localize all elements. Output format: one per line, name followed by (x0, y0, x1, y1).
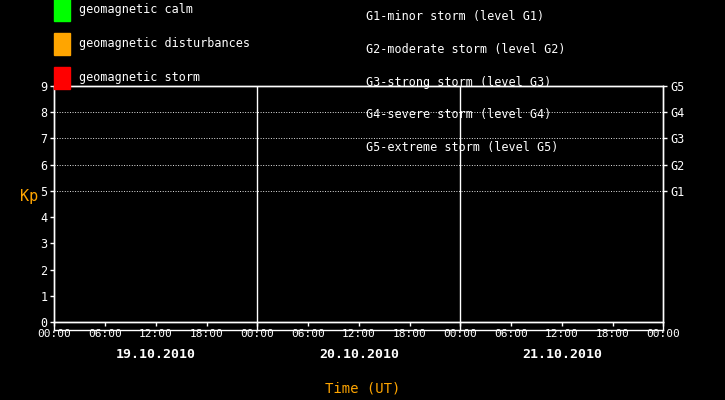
Text: G3-strong storm (level G3): G3-strong storm (level G3) (366, 76, 552, 89)
Text: Time (UT): Time (UT) (325, 381, 400, 395)
Text: 19.10.2010: 19.10.2010 (116, 348, 196, 360)
Text: G5-extreme storm (level G5): G5-extreme storm (level G5) (366, 141, 558, 154)
Text: 21.10.2010: 21.10.2010 (522, 348, 602, 360)
Text: G4-severe storm (level G4): G4-severe storm (level G4) (366, 108, 552, 122)
Text: geomagnetic disturbances: geomagnetic disturbances (79, 38, 250, 50)
Y-axis label: Kp: Kp (20, 189, 38, 204)
Text: 20.10.2010: 20.10.2010 (319, 348, 399, 360)
Text: geomagnetic calm: geomagnetic calm (79, 4, 193, 16)
Text: geomagnetic storm: geomagnetic storm (79, 72, 200, 84)
Text: G1-minor storm (level G1): G1-minor storm (level G1) (366, 10, 544, 23)
Text: G2-moderate storm (level G2): G2-moderate storm (level G2) (366, 43, 566, 56)
